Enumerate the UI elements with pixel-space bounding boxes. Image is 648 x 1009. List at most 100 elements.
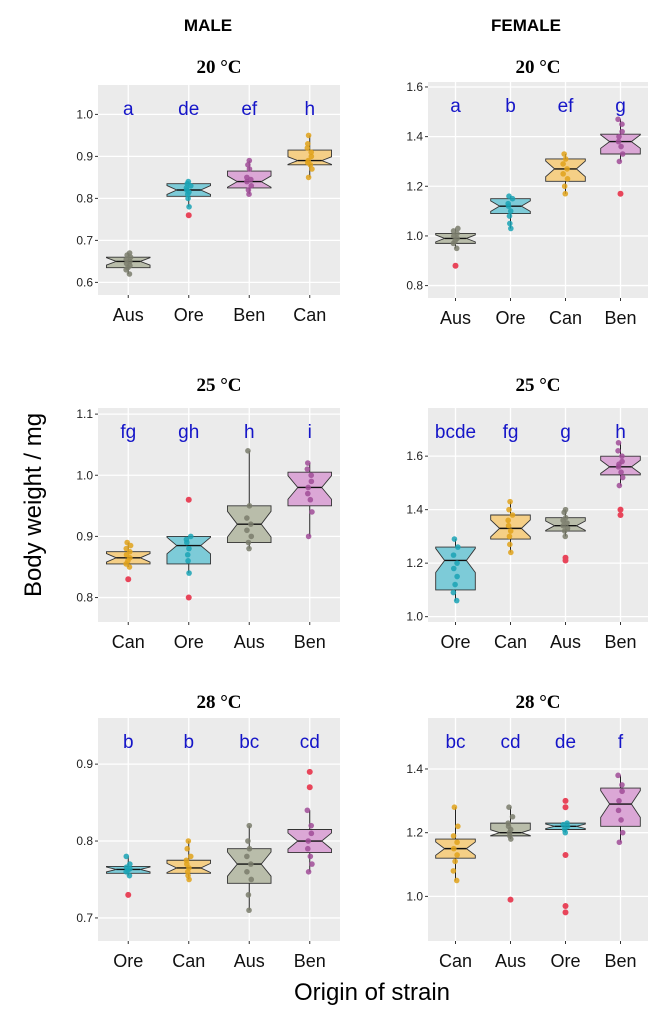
outlier-point bbox=[562, 902, 569, 909]
data-point bbox=[307, 853, 314, 860]
data-point bbox=[309, 861, 315, 867]
data-point bbox=[562, 533, 569, 540]
y-tick-label: 0.9 bbox=[76, 529, 93, 543]
data-point bbox=[304, 466, 311, 472]
category-label: Ore bbox=[440, 632, 470, 652]
data-point bbox=[507, 528, 514, 534]
data-point bbox=[619, 453, 625, 459]
data-point bbox=[509, 512, 516, 518]
data-point bbox=[615, 807, 622, 814]
significance-letter: b bbox=[505, 96, 516, 117]
data-point bbox=[452, 581, 458, 588]
category-label: Aus bbox=[234, 632, 265, 652]
panel-title: 25 °C bbox=[515, 375, 560, 396]
y-tick-label: 0.7 bbox=[76, 233, 93, 247]
data-point bbox=[562, 156, 569, 162]
data-point bbox=[126, 271, 133, 277]
data-point bbox=[455, 823, 461, 830]
significance-letter: bcde bbox=[435, 422, 476, 443]
box-ore: b bbox=[490, 96, 531, 232]
data-point bbox=[453, 877, 460, 884]
panel-female-3: 1.0 1.2 1.4 1.6 Ore Can Aus Ben 25 °C bcde fg g h bbox=[406, 375, 648, 652]
data-point bbox=[507, 208, 514, 214]
data-point bbox=[305, 174, 312, 181]
outlier-point bbox=[185, 594, 192, 601]
y-tick-label: 1.4 bbox=[406, 130, 423, 144]
data-point bbox=[506, 533, 513, 540]
data-point bbox=[619, 782, 625, 788]
data-point bbox=[305, 484, 312, 491]
y-tick-label: 0.8 bbox=[76, 191, 93, 205]
data-point bbox=[619, 788, 625, 795]
data-point bbox=[618, 469, 624, 476]
significance-letter: de bbox=[555, 732, 576, 753]
data-point bbox=[564, 166, 570, 172]
data-point bbox=[123, 545, 130, 552]
data-point bbox=[305, 533, 312, 540]
category-label: Aus bbox=[113, 305, 144, 325]
data-point bbox=[616, 798, 622, 804]
data-point bbox=[308, 472, 315, 479]
data-point bbox=[508, 225, 514, 232]
panel-background bbox=[98, 408, 340, 622]
category-label: Can bbox=[494, 632, 527, 652]
data-point bbox=[615, 772, 621, 779]
y-tick-label: 0.8 bbox=[76, 834, 93, 848]
data-point bbox=[248, 861, 254, 867]
category-label: Ben bbox=[233, 305, 265, 325]
data-point bbox=[562, 190, 569, 197]
category-label: Aus bbox=[495, 951, 526, 971]
significance-letter: cd bbox=[500, 732, 520, 753]
box-ore: bcde bbox=[435, 422, 476, 604]
significance-letter: g bbox=[560, 422, 571, 443]
data-point bbox=[186, 570, 192, 576]
panel-female-1: 0.8 1.0 1.2 1.4 1.6 Aus Ore Can Ben 20 °C a b ef g bbox=[406, 57, 648, 328]
data-point bbox=[562, 506, 569, 513]
data-point bbox=[123, 853, 130, 860]
data-point bbox=[616, 158, 623, 165]
data-point bbox=[304, 490, 311, 497]
y-tick-label: 0.9 bbox=[76, 757, 93, 771]
data-point bbox=[246, 545, 252, 552]
outlier-point bbox=[306, 768, 313, 775]
outlier-point bbox=[125, 891, 132, 898]
outlier-point bbox=[562, 851, 569, 858]
data-point bbox=[304, 141, 311, 147]
data-point bbox=[186, 545, 192, 552]
data-point bbox=[616, 133, 622, 140]
notched-box bbox=[600, 787, 641, 827]
box-can: bc bbox=[435, 732, 476, 884]
data-point bbox=[246, 157, 253, 164]
y-tick-label: 1.2 bbox=[406, 179, 423, 193]
data-point bbox=[245, 162, 251, 168]
data-point bbox=[246, 191, 252, 197]
data-point bbox=[451, 536, 458, 542]
data-point bbox=[307, 496, 314, 503]
data-point bbox=[304, 807, 311, 814]
box-ben: g bbox=[600, 96, 641, 197]
y-tick-label: 1.4 bbox=[406, 503, 423, 517]
data-point bbox=[505, 517, 511, 524]
data-point bbox=[505, 200, 511, 207]
data-point bbox=[245, 892, 252, 898]
box-ben: cd bbox=[287, 732, 332, 875]
data-point bbox=[564, 525, 571, 532]
data-point bbox=[308, 153, 315, 160]
data-point bbox=[244, 527, 250, 534]
y-tick-label: 1.0 bbox=[76, 107, 93, 121]
outlier-point bbox=[125, 576, 132, 583]
outlier-point bbox=[306, 784, 313, 791]
y-axis-label: Body weight / mg bbox=[20, 413, 47, 597]
panel-male-2: 0.8 0.9 1.0 1.1 Can Ore Aus Ben 25 °C fg gh h i bbox=[76, 375, 340, 652]
y-tick-label: 0.6 bbox=[76, 275, 93, 289]
category-label: Can bbox=[172, 951, 205, 971]
data-point bbox=[450, 833, 457, 839]
box-aus: bc bbox=[227, 732, 272, 914]
data-point bbox=[619, 458, 625, 465]
y-tick-label: 1.0 bbox=[406, 889, 423, 903]
data-point bbox=[619, 151, 626, 157]
data-point bbox=[305, 868, 312, 875]
category-label: Ore bbox=[113, 951, 143, 971]
data-point bbox=[506, 804, 512, 810]
significance-letter: fg bbox=[503, 422, 519, 443]
